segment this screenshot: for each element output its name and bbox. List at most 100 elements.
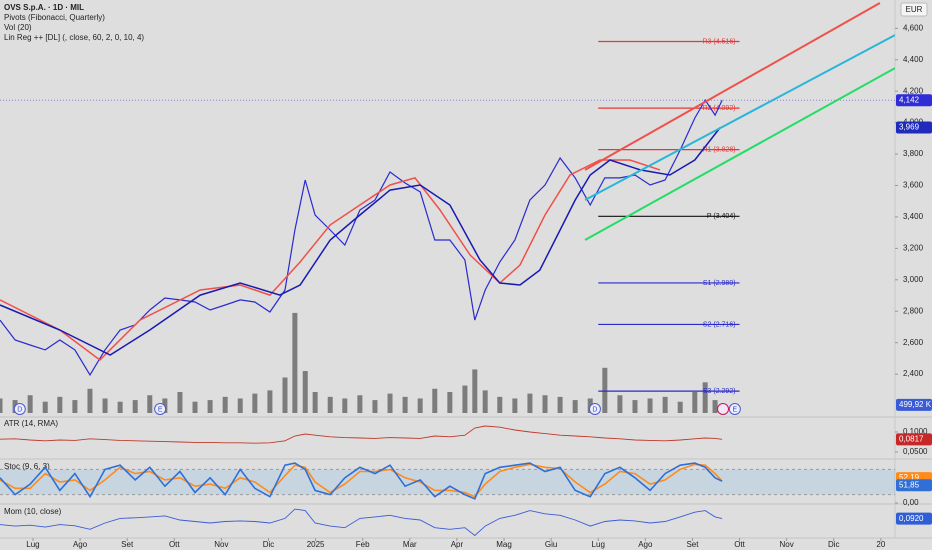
y-tick-label: 0,0500 (903, 447, 928, 456)
pivot-label: R2 (4.092) (702, 105, 735, 112)
volume-bar (147, 395, 153, 413)
volume-bar (482, 390, 488, 413)
y-tick-label: 3,000 (903, 275, 924, 284)
y-tick-label: 4,200 (903, 86, 924, 95)
indicator-line (0, 462, 723, 500)
price-tag-label: 52,19 (899, 473, 920, 482)
volume-bar (207, 400, 213, 413)
volume-bar (647, 398, 653, 413)
volume-bar (417, 398, 423, 413)
volume-bar (192, 401, 198, 413)
volume-bar (662, 396, 668, 413)
price-line (0, 159, 661, 361)
price-tag-label: 51,85 (899, 480, 920, 489)
volume-bar (602, 367, 608, 413)
currency-button[interactable] (900, 2, 928, 17)
price-tag (896, 433, 932, 446)
y-tick-label: 3,200 (903, 243, 924, 252)
x-tick-label: Ott (734, 540, 745, 549)
study-label: Lin Reg ++ [DL] (, close, 60, 2, 0, 10, … (4, 33, 144, 42)
x-tick-label: Nov (214, 540, 228, 549)
volume-bar (432, 388, 438, 413)
volume-bar (132, 400, 138, 413)
volume-bar (342, 398, 348, 413)
y-tick-label: 3,400 (903, 212, 924, 221)
x-tick-label: Nov (780, 540, 794, 549)
x-tick-label: Lug (592, 540, 605, 549)
volume-bar (282, 377, 288, 413)
pivot-label: S2 (2.716) (703, 321, 736, 328)
volume-bar (0, 398, 3, 413)
y-tick-label: 2,800 (903, 306, 924, 315)
volume-bar (252, 393, 258, 413)
y-tick-label: 0,1000 (903, 427, 928, 436)
main-pane: R3 (4.516) R2 (4.092) R1 (3.828) P (3.404) S… (0, 2, 895, 413)
indicator-line (0, 508, 723, 537)
x-tick-label: Ago (638, 540, 653, 549)
pane-title: Mom (10, close) (4, 507, 62, 516)
y-tick-label: 2,400 (903, 369, 924, 378)
volume-bar (327, 396, 333, 413)
pivot-label: P (3.404) (707, 213, 736, 220)
price-line (0, 127, 721, 356)
x-tick-label: Dic (263, 540, 275, 549)
volume-bar (292, 312, 298, 413)
volume-bar (472, 369, 478, 413)
symbol-title: OVS S.p.A. · 1D · MIL (4, 3, 84, 12)
indicator-line (0, 425, 723, 444)
event-label: D (592, 406, 597, 413)
event-label: E (158, 406, 163, 413)
volume-bar (702, 382, 708, 413)
y-tick-label: 4,400 (903, 55, 924, 64)
volume-bar (177, 392, 183, 413)
pivot-label: R1 (3.828) (702, 146, 735, 153)
volume-bar (632, 400, 638, 413)
y-tick-label: 3,800 (903, 149, 924, 158)
x-tick-label: Feb (356, 540, 370, 549)
volume-bar (372, 400, 378, 413)
pivot-label: S3 (2.292) (703, 388, 736, 395)
x-tick-label: Mar (403, 540, 417, 549)
volume-bar (712, 400, 718, 413)
volume-bar (677, 401, 683, 413)
event-label: D (17, 406, 22, 413)
x-tick-label: Giu (545, 540, 557, 549)
overlay: 4,6004,4004,2004,0003,8003,6003,4003,200… (0, 23, 932, 549)
pivot-label: S1 (2.980) (703, 280, 736, 287)
volume-bar (512, 398, 518, 413)
study-label: Pivots (Fibonacci, Quarterly) (4, 13, 105, 22)
price-tag (896, 479, 932, 492)
price-tag (896, 94, 932, 107)
volume-bar (42, 401, 48, 413)
price-tag (896, 512, 932, 525)
price-tag-label: 499,92 K (899, 400, 932, 409)
y-tick-label: 0,00 (903, 498, 919, 507)
volume-bar (527, 393, 533, 413)
pane-title: ATR (14, RMA) (4, 419, 58, 428)
price-tag-label: 4,142 (899, 95, 920, 104)
volume-bar (357, 395, 363, 413)
volume-bar (117, 401, 123, 413)
price-tag-label: 0,0817 (899, 434, 924, 443)
x-tick-label: 20 (876, 540, 885, 549)
volume-bar (387, 393, 393, 413)
x-tick-label: Lug (26, 540, 39, 549)
price-tag-label: 0,0920 (899, 514, 924, 523)
legend: OVS S.p.A. · 1D · MIL Pivots (Fibonacci,… (4, 3, 144, 42)
pane-title: Stoc (9, 6, 3) (4, 462, 50, 471)
pivot-label: R3 (4.516) (702, 38, 735, 45)
y-tick-label: 2,600 (903, 338, 924, 347)
currency-label[interactable]: EUR (906, 5, 923, 14)
volume-bar (27, 395, 33, 413)
study-label: Vol (20) (4, 23, 32, 32)
volume-bar (447, 392, 453, 413)
y-tick-label: 4,600 (903, 23, 924, 32)
volume-bar (237, 398, 243, 413)
volume-bar (617, 395, 623, 413)
x-tick-label: Mag (496, 540, 512, 549)
price-line (584, 2, 881, 171)
price-line (584, 34, 895, 201)
